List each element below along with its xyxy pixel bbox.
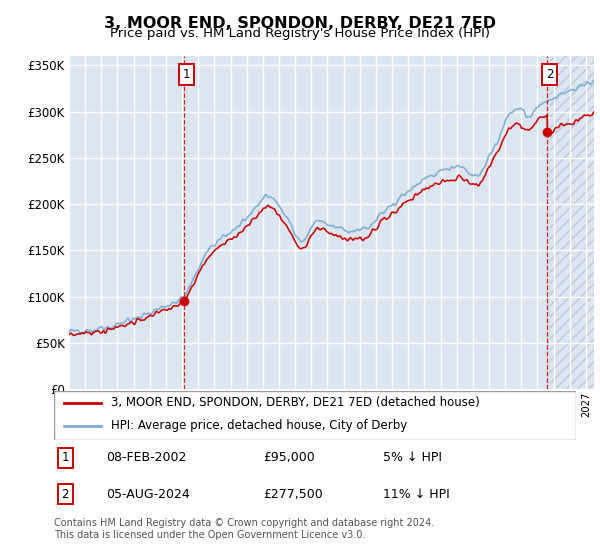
Text: 3, MOOR END, SPONDON, DERBY, DE21 7ED (detached house): 3, MOOR END, SPONDON, DERBY, DE21 7ED (d… — [112, 396, 480, 409]
Text: 08-FEB-2002: 08-FEB-2002 — [106, 451, 187, 464]
Text: £277,500: £277,500 — [263, 488, 323, 501]
Text: 2: 2 — [61, 488, 69, 501]
Text: HPI: Average price, detached house, City of Derby: HPI: Average price, detached house, City… — [112, 419, 407, 432]
Text: 2: 2 — [546, 68, 553, 81]
Text: Contains HM Land Registry data © Crown copyright and database right 2024.
This d: Contains HM Land Registry data © Crown c… — [54, 518, 434, 540]
Text: 05-AUG-2024: 05-AUG-2024 — [106, 488, 190, 501]
Text: 1: 1 — [61, 451, 69, 464]
Text: 3, MOOR END, SPONDON, DERBY, DE21 7ED: 3, MOOR END, SPONDON, DERBY, DE21 7ED — [104, 16, 496, 31]
Text: 5% ↓ HPI: 5% ↓ HPI — [383, 451, 442, 464]
Bar — [550, 56, 594, 389]
Text: Price paid vs. HM Land Registry's House Price Index (HPI): Price paid vs. HM Land Registry's House … — [110, 27, 490, 40]
Text: £95,000: £95,000 — [263, 451, 314, 464]
FancyBboxPatch shape — [54, 391, 576, 440]
Text: 11% ↓ HPI: 11% ↓ HPI — [383, 488, 449, 501]
Text: 1: 1 — [182, 68, 190, 81]
